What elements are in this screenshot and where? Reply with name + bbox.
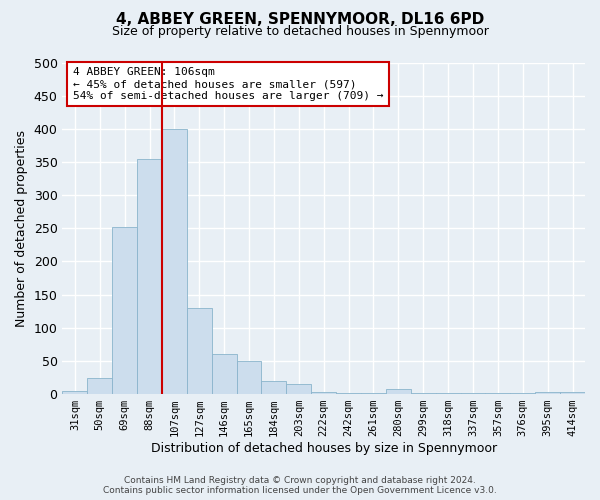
Bar: [535, 392, 560, 394]
Text: Contains HM Land Registry data © Crown copyright and database right 2024.
Contai: Contains HM Land Registry data © Crown c…: [103, 476, 497, 495]
Text: Size of property relative to detached houses in Spennymoor: Size of property relative to detached ho…: [112, 25, 488, 38]
Bar: [212, 354, 236, 394]
Bar: [162, 129, 187, 394]
Text: 4, ABBEY GREEN, SPENNYMOOR, DL16 6PD: 4, ABBEY GREEN, SPENNYMOOR, DL16 6PD: [116, 12, 484, 28]
Y-axis label: Number of detached properties: Number of detached properties: [15, 130, 28, 327]
Bar: [386, 390, 411, 394]
Bar: [560, 392, 585, 394]
Text: 4 ABBEY GREEN: 106sqm
← 45% of detached houses are smaller (597)
54% of semi-det: 4 ABBEY GREEN: 106sqm ← 45% of detached …: [73, 68, 383, 100]
Bar: [112, 227, 137, 394]
Bar: [137, 158, 162, 394]
Bar: [187, 308, 212, 394]
Bar: [236, 361, 262, 394]
Bar: [62, 391, 88, 394]
Bar: [262, 381, 286, 394]
Bar: [88, 378, 112, 394]
Bar: [286, 384, 311, 394]
Bar: [311, 392, 336, 394]
X-axis label: Distribution of detached houses by size in Spennymoor: Distribution of detached houses by size …: [151, 442, 497, 455]
